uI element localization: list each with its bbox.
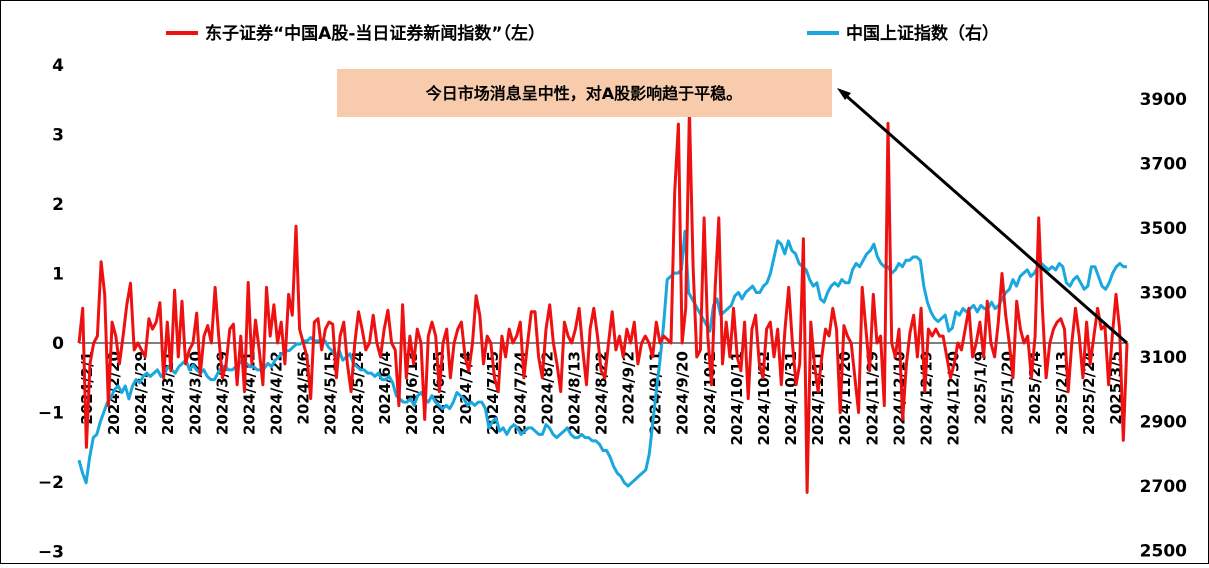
x-tick-label: 2024/6/4 (376, 351, 394, 425)
series-layer (77, 108, 1129, 494)
y-axis-right: 3900 3700 3500 3300 3100 2900 2700 2500 (1140, 90, 1187, 562)
x-tick-label: 2024/11/29 (863, 351, 881, 445)
y-left-tick-label: −2 (38, 473, 64, 493)
x-tick-label: 2024/10/2 (701, 351, 719, 435)
y-right-tick-label: 2900 (1140, 413, 1187, 433)
x-tick-label: 2024/9/2 (620, 351, 638, 425)
y-axis-left: 4 3 2 1 0 −1 −2 −3 (38, 56, 64, 563)
x-tick-label: 2024/2/1 (78, 351, 96, 425)
y-left-tick-label: 2 (52, 195, 64, 215)
annotation-text: 今日市场消息呈中性，对A股影响趋于平稳。 (425, 84, 742, 103)
series-line-news-index (77, 108, 1129, 494)
y-right-tick-label: 3500 (1140, 219, 1187, 239)
legend-label-red: 东子证券“中国A股-当日证券新闻指数”（左） (205, 23, 545, 44)
x-tick-label: 2024/11/11 (809, 351, 827, 445)
y-left-tick-label: 3 (52, 126, 64, 146)
legend-label-blue: 中国上证指数（右） (846, 23, 999, 44)
y-right-tick-label: 3700 (1140, 155, 1187, 175)
annotation-arrow (842, 91, 1128, 345)
x-tick-label: 2024/7/4 (457, 351, 475, 425)
x-tick-label: 2024/9/20 (674, 351, 692, 435)
y-right-tick-label: 2500 (1140, 542, 1187, 562)
x-tick-label: 2025/1/9 (972, 351, 990, 425)
x-tick-label: 2024/12/10 (890, 351, 908, 445)
x-tick-label: 2024/7/15 (484, 351, 502, 435)
y-right-tick-label: 3900 (1140, 90, 1187, 110)
y-left-tick-label: 1 (52, 265, 64, 285)
x-tick-label: 2024/2/29 (132, 351, 150, 435)
x-tick-label: 2024/12/19 (917, 351, 935, 445)
x-tick-label: 2025/2/4 (1026, 351, 1044, 425)
x-tick-label: 2024/10/31 (782, 351, 800, 445)
annotation-box (337, 69, 832, 117)
x-tick-label: 2024/10/22 (755, 351, 773, 445)
x-tick-label: 2024/4/22 (268, 351, 286, 435)
y-right-tick-label: 3100 (1140, 348, 1187, 368)
annotation-arrowhead (837, 88, 851, 100)
x-tick-label: 2024/8/13 (565, 351, 583, 435)
annotation: 今日市场消息呈中性，对A股影响趋于平稳。 (337, 69, 1128, 345)
x-tick-label: 2024/10/11 (728, 351, 746, 445)
y-left-tick-label: −3 (38, 543, 64, 563)
x-tick-label: 2024/8/2 (538, 351, 556, 425)
y-right-tick-label: 2700 (1140, 477, 1187, 497)
y-right-tick-label: 3300 (1140, 284, 1187, 304)
y-left-tick-label: 0 (52, 334, 64, 354)
series-line-shanghai-index (77, 229, 1127, 488)
y-left-tick-label: −1 (38, 404, 64, 424)
y-left-tick-label: 4 (52, 56, 64, 76)
legend: 东子证券“中国A股-当日证券新闻指数”（左） 中国上证指数（右） (166, 23, 999, 44)
